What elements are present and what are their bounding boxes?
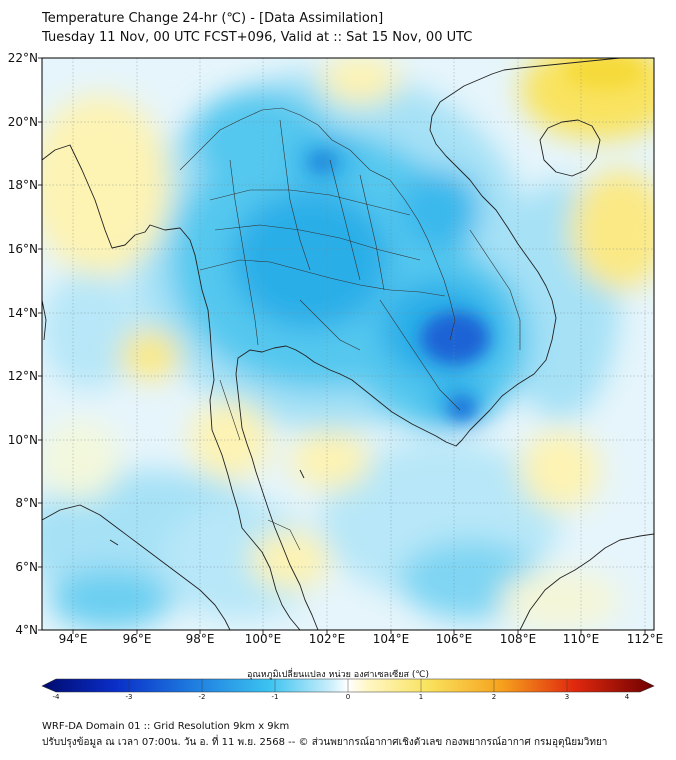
footer-model-info: WRF-DA Domain 01 :: Grid Resolution 9km … (42, 721, 290, 732)
colorbar-tick: -3 (125, 693, 133, 701)
map-title: Temperature Change 24-hr (℃) - [Data Ass… (42, 11, 384, 26)
lat-label: 22°N (7, 51, 38, 65)
colorbar-tick: -2 (198, 693, 206, 701)
lon-label: 108°E (499, 632, 537, 646)
colorbar-divisions (128, 679, 568, 692)
axis-ticks (38, 57, 646, 634)
temperature-field (42, 58, 654, 630)
lon-label: 94°E (58, 632, 88, 646)
lon-label: 110°E (562, 632, 600, 646)
lat-label: 18°N (7, 178, 38, 192)
lat-label: 20°N (7, 115, 38, 129)
footer-credit: ปรับปรุงข้อมูล ณ เวลา 07:00น. วัน อ. ที่… (42, 737, 608, 748)
lon-label: 102°E (308, 632, 346, 646)
lat-label: 6°N (15, 560, 38, 574)
lon-label: 98°E (185, 632, 215, 646)
lat-label: 14°N (7, 306, 38, 320)
lat-label: 8°N (15, 496, 38, 510)
map-subtitle: Tuesday 11 Nov, 00 UTC FCST+096, Valid a… (42, 30, 473, 45)
lon-label: 96°E (122, 632, 152, 646)
colorbar-tick: 2 (491, 693, 497, 701)
lon-label: 104°E (372, 632, 410, 646)
lat-label: 4°N (15, 623, 38, 637)
lon-label: 112°E (626, 632, 664, 646)
colorbar-tick: 0 (345, 693, 351, 701)
lat-label: 12°N (7, 369, 38, 383)
colorbar-tick: -1 (271, 693, 279, 701)
lon-label: 106°E (435, 632, 473, 646)
colorbar-label: อุณหภูมิเปลี่ยนแปลง หน่วย องศาเซลเซียส (… (246, 670, 430, 680)
colorbar-tick: 1 (418, 693, 424, 701)
colorbar-tick: -4 (52, 693, 60, 701)
lat-label: 10°N (7, 433, 38, 447)
colorbar-tick: 3 (564, 693, 570, 701)
lon-label: 100°E (244, 632, 282, 646)
colorbar-tick: 4 (624, 693, 630, 701)
lat-label: 16°N (7, 242, 38, 256)
admin-borders (179, 107, 521, 551)
grid-lines (42, 58, 654, 630)
map-frame (41, 57, 655, 631)
coastlines (42, 58, 654, 630)
